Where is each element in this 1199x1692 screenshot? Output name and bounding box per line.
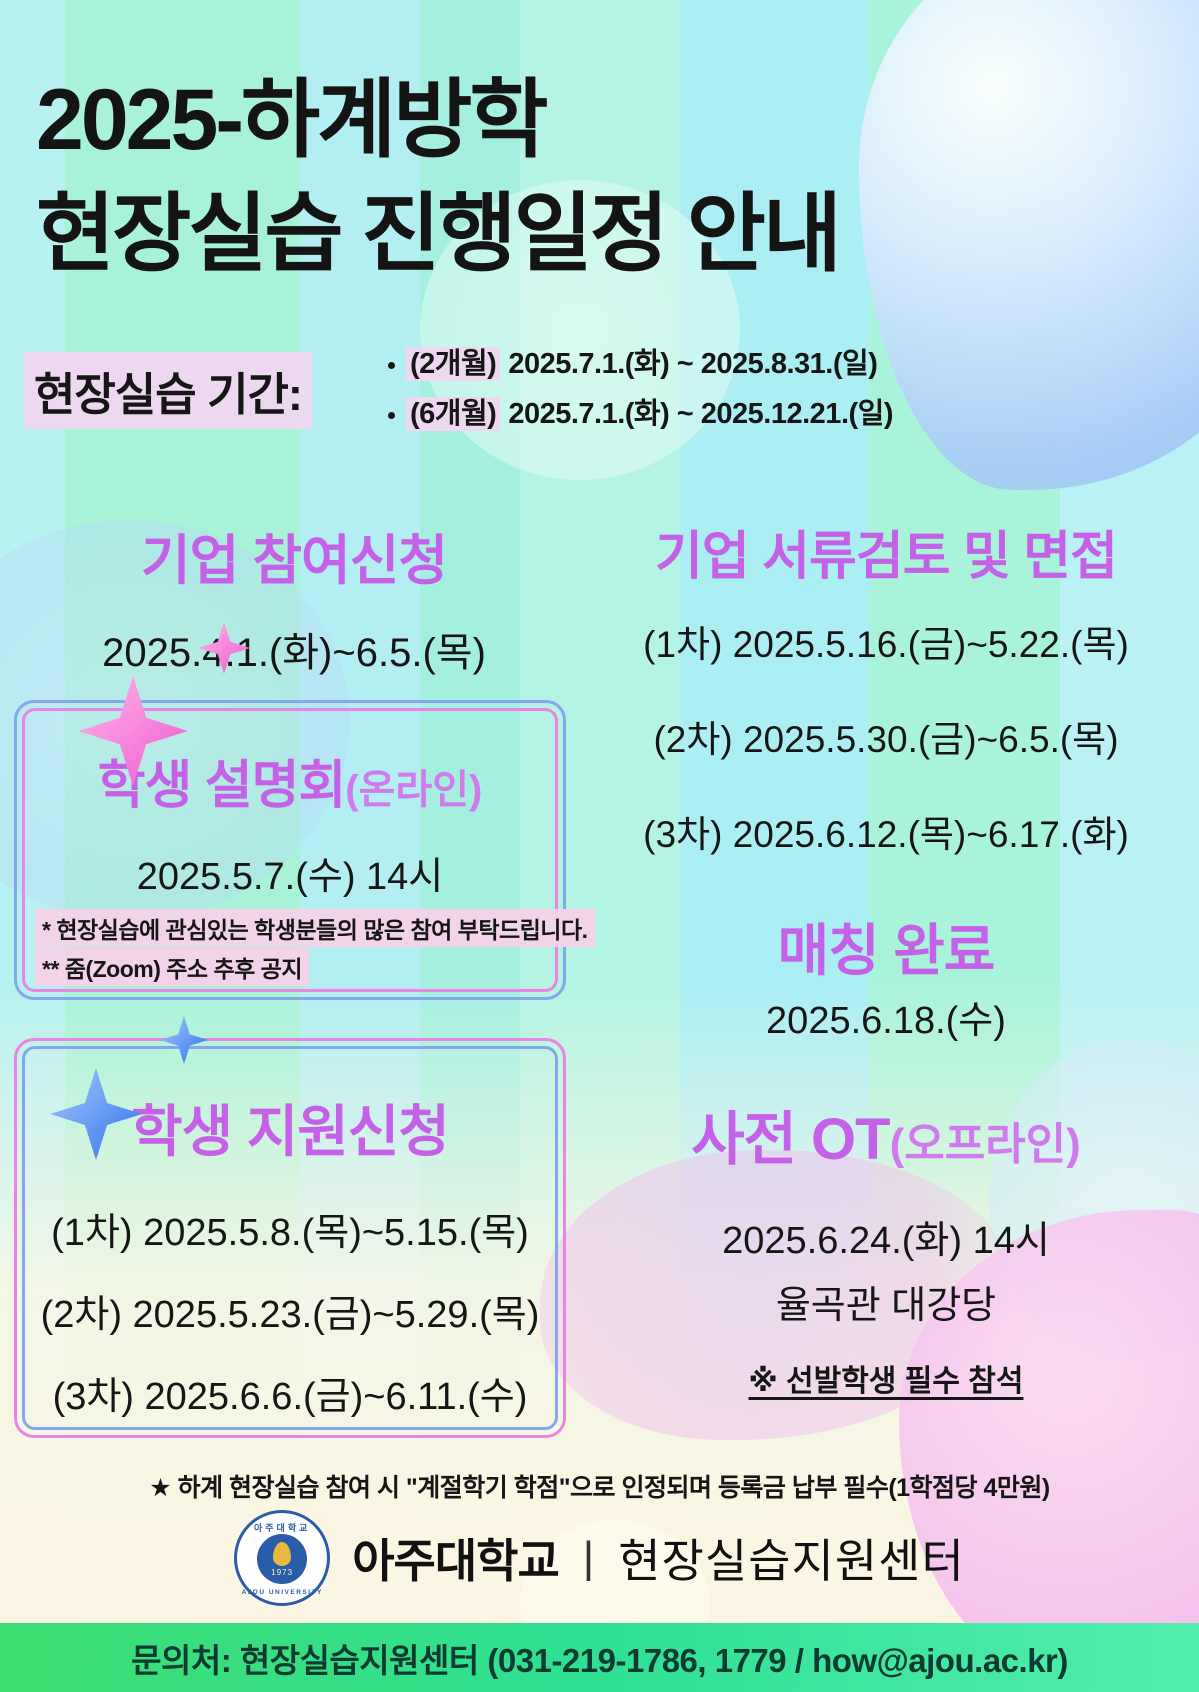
student-session-note-1: * 현장실습에 관심있는 학생분들의 많은 참여 부탁드립니다. (35, 909, 595, 947)
pre-ot-note: ※ 선발학생 필수 참석 (748, 1365, 1024, 1398)
contact-bar: 문의처: 현장실습지원센터 (031-219-1786, 1779 / how@… (0, 1623, 1199, 1692)
student-apply-box-inner (22, 1046, 558, 1430)
emblem-flame-icon (273, 1541, 292, 1566)
section-title-matching: 매칭 완료 (777, 919, 996, 982)
logo-divider: | (582, 1533, 595, 1582)
company-review-round-1: (1차) 2025.5.16.(금)~5.22.(목) (643, 624, 1129, 665)
period-label: 현장실습 기간: (24, 352, 312, 429)
section-title-company-review: 기업 서류검토 및 면접 (655, 528, 1118, 586)
matching-date: 2025.6.18.(수) (766, 1000, 1006, 1042)
student-session-date: 2025.5.7.(수) 14시 (136, 856, 444, 898)
contact-text: 문의처: 현장실습지원센터 (031-219-1786, 1779 / how@… (131, 1641, 1068, 1679)
blob-blue-left-middle (0, 520, 350, 920)
student-session-box-inner (22, 708, 558, 992)
student-apply-box: 학생 지원신청 (1차) 2025.5.8.(목)~5.15.(목) (2차) … (14, 1038, 566, 1438)
poster-title-line2: 현장실습 진행일정 안내 (36, 185, 842, 282)
student-apply-round-1: (1차) 2025.5.8.(목)~5.15.(목) (51, 1212, 529, 1254)
student-session-note-2: ** 줌(Zoom) 주소 추후 공지 (35, 948, 309, 986)
emblem-core: 1973 (257, 1534, 308, 1584)
student-session-box: 학생 설명회(온라인) 2025.5.7.(수) 14시 * 현장실습에 관심있… (14, 700, 595, 1000)
blob-blue-top-right (859, 0, 1199, 490)
emblem-year: 1973 (271, 1567, 294, 1577)
pre-ot-title: 사전 OT (691, 1107, 890, 1172)
period-row-6months: (6개월) 2025.7.1.(화) ~ 2025.12.21.(일) (388, 392, 893, 437)
period-range: 2025.7.1.(화) ~ 2025.8.31.(일) (508, 348, 878, 380)
section-title-student-session: 학생 설명회(온라인) (17, 743, 563, 818)
period-tag: (6개월) (406, 397, 501, 431)
period-rows: (2개월) 2025.7.1.(화) ~ 2025.8.31.(일) (6개월) 2… (388, 342, 893, 442)
logo-university-name: 아주대학교 (352, 1535, 560, 1587)
pre-ot-date: 2025.6.24.(화) 14시 (722, 1220, 1050, 1262)
period-range: 2025.7.1.(화) ~ 2025.12.21.(일) (508, 398, 893, 430)
company-review-round-3: (3차) 2025.6.12.(목)~6.17.(화) (643, 814, 1129, 855)
emblem-top-text: 아주대학교 (253, 1523, 311, 1533)
bullet-dot (388, 361, 395, 369)
logo-center-name: 현장실습지원센터 (618, 1535, 965, 1587)
university-emblem-icon: 아주대학교 1973 AJOU UNIVERSITY (234, 1510, 331, 1606)
student-session-title-suffix: (온라인) (345, 768, 483, 812)
student-apply-round-3: (3차) 2025.6.6.(금)~6.11.(수) (52, 1376, 528, 1418)
period-row-2months: (2개월) 2025.7.1.(화) ~ 2025.8.31.(일) (388, 342, 893, 387)
footnote: ★ 하계 현장실습 참여 시 "계절학기 학점"으로 인정되며 등록금 납부 필… (149, 1474, 1050, 1502)
pre-ot-title-suffix: (오프라인) (889, 1120, 1081, 1169)
poster-title-line1: 2025-하계방학 (36, 72, 548, 168)
section-title-company-apply: 기업 참여신청 (140, 531, 448, 591)
poster-title: 2025-하계방학 현장실습 진행일정 안내 (36, 64, 842, 291)
bullet-dot (388, 411, 395, 419)
company-review-round-2: (2차) 2025.5.30.(금)~6.5.(목) (653, 719, 1119, 760)
logo-row: 아주대학교 1973 AJOU UNIVERSITY 아주대학교 | 현장실습지… (0, 1502, 1199, 1614)
student-apply-round-2: (2차) 2025.5.23.(금)~5.29.(목) (40, 1294, 540, 1336)
company-apply-date: 2025.4.1.(화)~6.5.(목) (102, 631, 486, 675)
emblem-bottom-text: AJOU UNIVERSITY (241, 1589, 323, 1596)
section-title-pre-ot: 사전 OT(오프라인) (578, 1092, 1194, 1176)
pre-ot-place: 율곡관 대강당 (775, 1285, 997, 1327)
period-tag: (2개월) (406, 347, 501, 381)
section-title-student-apply: 학생 지원신청 (131, 1100, 450, 1163)
